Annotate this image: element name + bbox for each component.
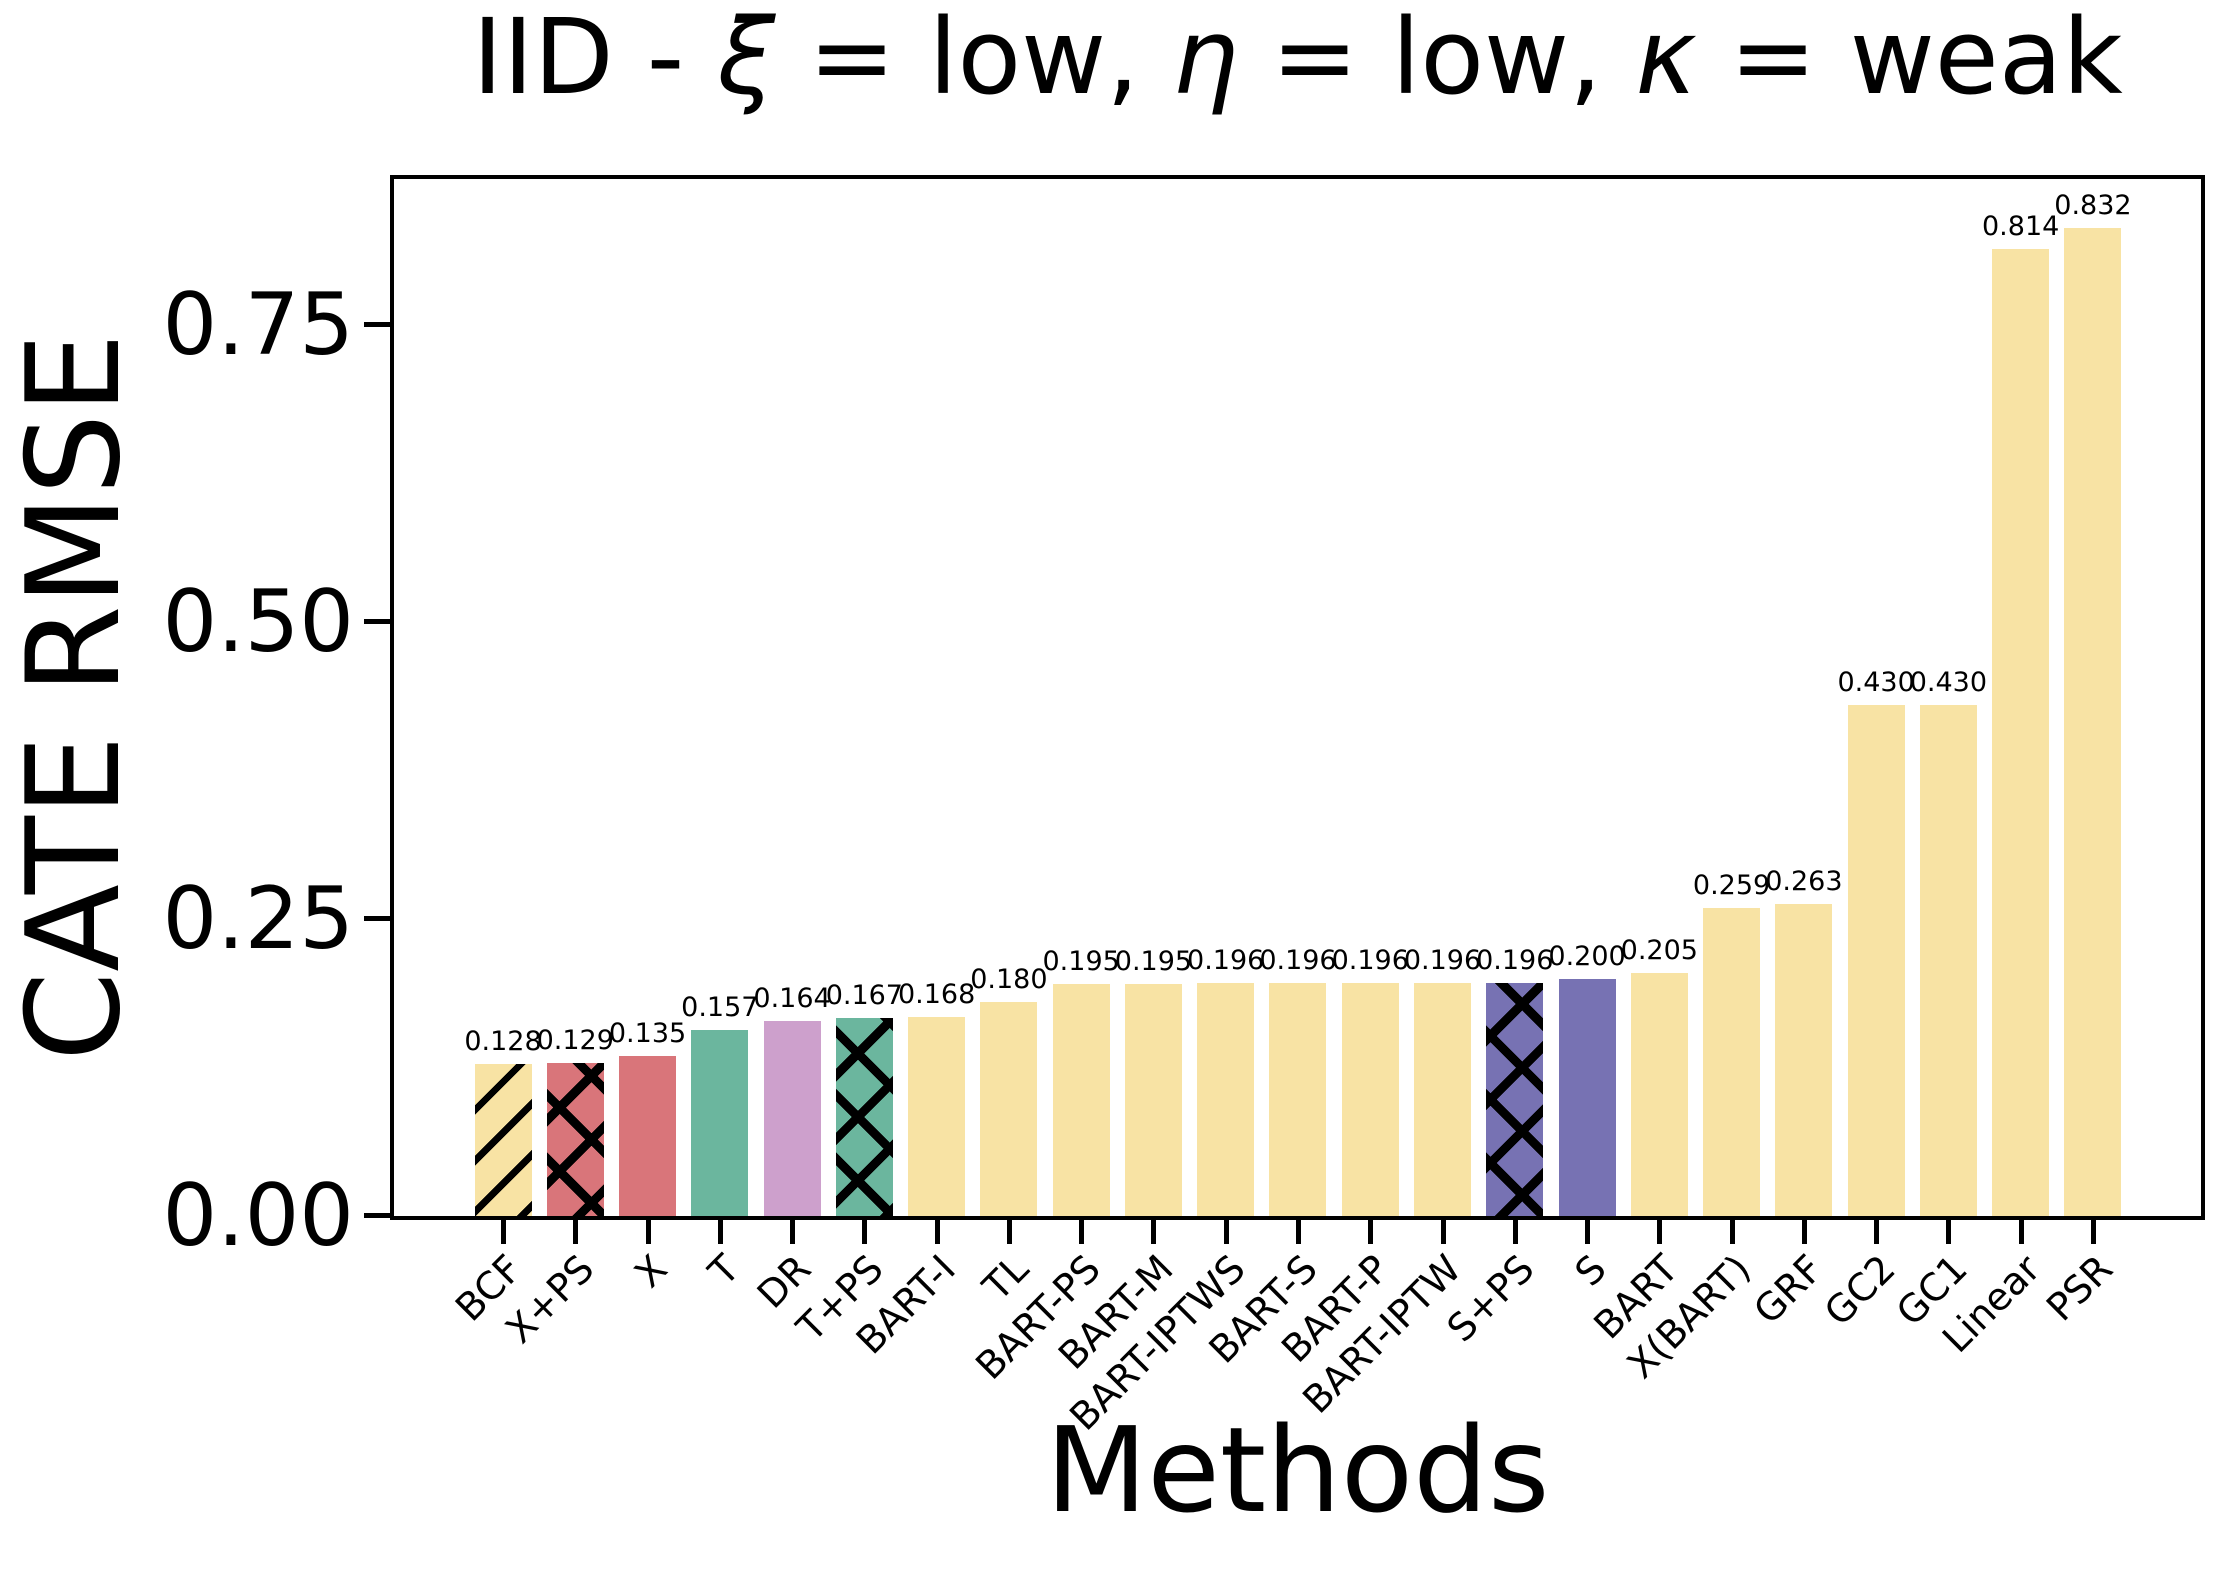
x-tick-mark bbox=[717, 1220, 723, 1244]
x-tick-label-gc2: GC2 bbox=[1815, 1246, 1904, 1335]
bar-grf bbox=[1775, 904, 1833, 1216]
y-tick-mark bbox=[364, 322, 390, 328]
bar-value-label: 0.430 bbox=[1837, 667, 1915, 698]
x-tick-label-psr: PSR bbox=[2037, 1246, 2121, 1330]
bar-x-bart- bbox=[1703, 908, 1761, 1216]
y-tick-label: 0.75 bbox=[162, 275, 354, 376]
bar-value-label: 0.135 bbox=[608, 1018, 687, 1049]
title-text: IID - bbox=[472, 0, 718, 118]
bar-value-label: 0.832 bbox=[2054, 190, 2132, 221]
bar-value-label: 0.164 bbox=[753, 983, 831, 1014]
x-tick-mark bbox=[862, 1220, 868, 1244]
plot-area bbox=[390, 175, 2205, 1220]
x-tick-mark bbox=[2090, 1220, 2096, 1244]
bar-bart-s bbox=[1269, 983, 1327, 1216]
chart-title: IID - ξ = low, η = low, κ = weak bbox=[390, 0, 2205, 114]
x-tick-mark bbox=[501, 1220, 506, 1244]
bar-value-label: 0.196 bbox=[1259, 945, 1337, 976]
y-tick-label: 0.25 bbox=[162, 869, 354, 970]
bar-value-label: 0.196 bbox=[1331, 945, 1409, 976]
bar-value-label: 0.196 bbox=[1476, 945, 1554, 976]
bar-bart-ps bbox=[1052, 984, 1110, 1216]
bar-value-label: 0.196 bbox=[1187, 945, 1265, 976]
bar-bart-iptws bbox=[1197, 983, 1255, 1216]
title-text: = weak bbox=[1696, 0, 2123, 118]
y-tick-mark bbox=[364, 1213, 390, 1218]
bar-dr bbox=[763, 1021, 821, 1216]
bar-s-ps bbox=[1486, 983, 1544, 1216]
bar-x bbox=[619, 1056, 677, 1216]
bar-value-label: 0.128 bbox=[464, 1026, 542, 1057]
bar-tl bbox=[980, 1002, 1038, 1216]
x-tick-label-s: S bbox=[1566, 1246, 1615, 1295]
x-tick-mark bbox=[1585, 1220, 1591, 1244]
bar-x-ps bbox=[546, 1063, 604, 1216]
title-math-symbol: η bbox=[1172, 0, 1239, 118]
x-tick-mark bbox=[1729, 1220, 1735, 1244]
bar-value-label: 0.157 bbox=[681, 992, 759, 1023]
bar-s bbox=[1558, 979, 1616, 1216]
bar-t bbox=[691, 1030, 749, 1216]
bar-value-label: 0.195 bbox=[1114, 946, 1193, 977]
bar-value-label: 0.430 bbox=[1909, 667, 1988, 698]
bar-value-label: 0.200 bbox=[1548, 941, 1626, 972]
bar-bart-p bbox=[1341, 983, 1399, 1216]
x-tick-mark bbox=[573, 1220, 579, 1244]
bar-bart-i bbox=[908, 1017, 966, 1216]
bar-value-label: 0.129 bbox=[536, 1025, 614, 1056]
bar-value-label: 0.180 bbox=[970, 964, 1048, 995]
y-tick-label: 0.00 bbox=[162, 1166, 354, 1266]
y-tick-mark bbox=[364, 916, 390, 922]
x-tick-mark bbox=[1512, 1220, 1518, 1244]
x-tick-mark bbox=[934, 1220, 940, 1244]
x-tick-mark bbox=[645, 1220, 651, 1244]
x-tick-label-grf: GRF bbox=[1745, 1246, 1832, 1333]
title-text: = low, bbox=[775, 0, 1173, 118]
bar-value-label: 0.196 bbox=[1403, 945, 1482, 976]
bar-t-ps bbox=[835, 1018, 893, 1216]
bar-value-label: 0.195 bbox=[1042, 946, 1120, 977]
bar-gc1 bbox=[1919, 705, 1977, 1216]
x-tick-mark bbox=[1223, 1220, 1229, 1244]
x-tick-mark bbox=[2018, 1220, 2024, 1244]
x-tick-mark bbox=[790, 1220, 796, 1244]
x-tick-mark bbox=[1295, 1220, 1301, 1244]
x-tick-mark bbox=[1006, 1220, 1012, 1244]
x-tick-mark bbox=[1151, 1220, 1157, 1244]
x-tick-mark bbox=[1368, 1220, 1374, 1244]
x-axis-label: Methods bbox=[1045, 1401, 1550, 1539]
bar-value-label: 0.814 bbox=[1982, 211, 2060, 242]
bar-bart bbox=[1630, 973, 1688, 1216]
y-tick-mark bbox=[364, 619, 390, 625]
x-tick-mark bbox=[1079, 1220, 1085, 1244]
x-tick-mark bbox=[1946, 1220, 1952, 1244]
title-math-symbol: κ bbox=[1635, 0, 1697, 118]
x-tick-mark bbox=[1657, 1220, 1663, 1244]
y-tick-label: 0.50 bbox=[162, 572, 354, 673]
bar-bcf bbox=[474, 1064, 532, 1216]
bar-value-label: 0.263 bbox=[1765, 866, 1843, 897]
x-tick-mark bbox=[1874, 1220, 1880, 1244]
title-math-symbol: ξ bbox=[717, 0, 776, 118]
x-tick-mark bbox=[1801, 1220, 1807, 1244]
bar-psr bbox=[2064, 228, 2122, 1216]
x-tick-mark bbox=[1440, 1220, 1446, 1244]
x-tick-label-t: T bbox=[699, 1246, 748, 1294]
bar-value-label: 0.168 bbox=[897, 979, 976, 1010]
bar-bart-m bbox=[1124, 984, 1182, 1216]
y-axis-label: CATE RMSE bbox=[0, 332, 149, 1062]
title-text: = low, bbox=[1238, 0, 1636, 118]
bar-bart-iptw bbox=[1414, 983, 1471, 1216]
bar-gc2 bbox=[1847, 705, 1905, 1216]
x-tick-label-x: X bbox=[625, 1246, 676, 1296]
bar-linear bbox=[1992, 249, 2050, 1216]
bar-value-label: 0.259 bbox=[1692, 870, 1771, 901]
bar-value-label: 0.167 bbox=[825, 980, 903, 1011]
bar-value-label: 0.205 bbox=[1620, 935, 1698, 966]
